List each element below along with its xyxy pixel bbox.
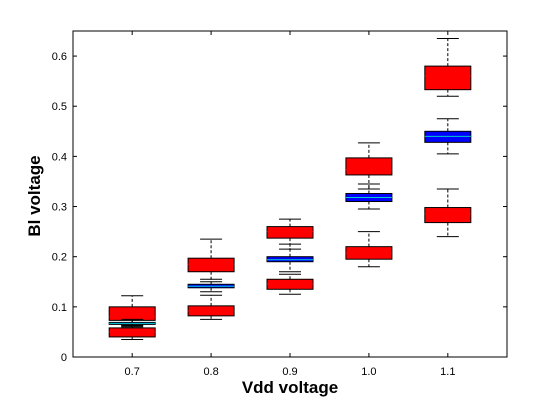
x-tick-label: 0.7 [125,366,140,378]
box [424,207,472,224]
box-group [345,183,393,210]
chart-marks [108,38,472,340]
y-tick-label: 0.1 [52,302,67,314]
box [108,327,156,338]
box [266,226,314,239]
box [424,130,472,143]
box-group [108,318,156,326]
box-group [424,38,472,97]
box-group [345,231,393,268]
box-group [266,273,314,295]
box [108,306,156,321]
x-tick-label: 0.8 [203,366,218,378]
x-tick-label: 1.0 [361,366,376,378]
box [266,256,314,263]
x-axis-label: Vdd voltage [242,378,338,397]
box [424,65,472,91]
box-group [187,294,235,320]
y-axis-label: Bl voltage [25,155,44,236]
box-group [187,238,235,283]
box-group [345,142,393,190]
box-group [187,278,235,293]
x-tick-label: 1.1 [440,366,455,378]
box [345,157,393,176]
y-tick-label: 0.3 [52,202,67,214]
box-group [108,325,156,340]
x-tick-label: 0.9 [282,366,297,378]
y-tick-label: 0.4 [52,151,67,163]
y-tick-label: 0.5 [52,101,67,113]
y-tick-label: 0.2 [52,252,67,264]
box [187,257,235,273]
x-axis: 0.7 0.8 0.9 1.0 1.1 [125,31,455,378]
box-group [424,188,472,238]
y-tick-label: 0 [61,352,67,364]
y-tick-label: 0.6 [52,51,67,63]
box-group [266,243,314,273]
y-axis: 0 0.1 0.2 0.3 0.4 0.5 0.6 [52,51,507,364]
box-group [424,118,472,155]
